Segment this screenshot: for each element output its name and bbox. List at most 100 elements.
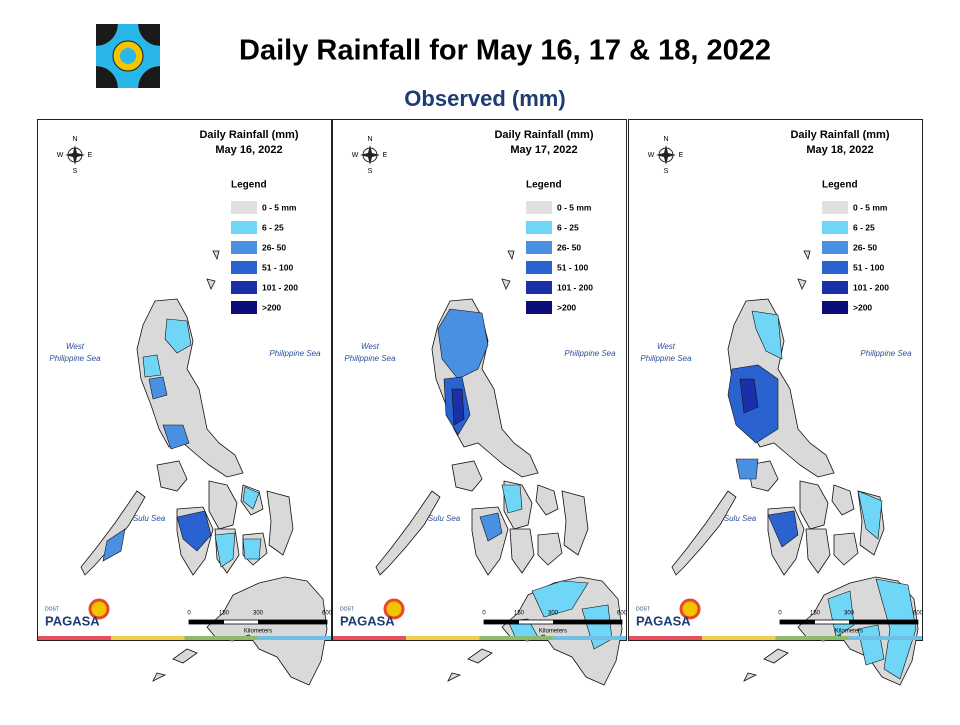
island bbox=[833, 532, 859, 566]
footer-stripe bbox=[479, 636, 553, 640]
rainfall-area bbox=[531, 580, 589, 618]
island bbox=[797, 278, 807, 290]
scale-label: 150 bbox=[810, 611, 821, 617]
panel-title: Daily Rainfall (mm) bbox=[790, 129, 889, 141]
compass-star bbox=[65, 145, 85, 165]
rainfall-area bbox=[501, 484, 523, 514]
island bbox=[671, 490, 737, 576]
rainfall-area bbox=[142, 354, 162, 378]
compass-e: E bbox=[383, 152, 388, 159]
rainfall-area bbox=[164, 318, 192, 354]
islands bbox=[375, 250, 623, 686]
logo-agency: DOST bbox=[45, 606, 59, 612]
island bbox=[509, 528, 535, 574]
logo bbox=[96, 24, 160, 88]
legend-label: 0 - 5 mm bbox=[853, 202, 888, 212]
footer-stripe bbox=[257, 636, 331, 640]
scale-bar-fill bbox=[553, 620, 622, 624]
panel-date: May 16, 2022 bbox=[215, 144, 282, 156]
compass-star bbox=[360, 145, 380, 165]
page-subtitle: Observed (mm) bbox=[404, 86, 565, 111]
legend-title: Legend bbox=[526, 180, 562, 191]
compass-w: W bbox=[352, 152, 359, 159]
page-title: Daily Rainfall for May 16, 17 & 18, 2022 bbox=[239, 35, 771, 67]
island bbox=[507, 250, 515, 261]
logo-seal-center bbox=[120, 48, 136, 64]
footer-stripe bbox=[111, 636, 185, 640]
rainfall-area bbox=[102, 528, 126, 562]
panel-title: Daily Rainfall (mm) bbox=[494, 129, 593, 141]
legend-swatch bbox=[822, 221, 848, 234]
scale-label: 300 bbox=[844, 611, 855, 617]
legend-swatch bbox=[822, 241, 848, 254]
island bbox=[206, 278, 216, 290]
compass-e: E bbox=[679, 152, 684, 159]
logo-emblem bbox=[679, 598, 701, 620]
footer-stripe bbox=[552, 636, 626, 640]
scale-label: 150 bbox=[514, 611, 525, 617]
legend-label: 51 - 100 bbox=[557, 262, 588, 272]
compass-n: N bbox=[367, 136, 372, 143]
compass-w: W bbox=[57, 152, 64, 159]
island bbox=[763, 648, 789, 664]
compass-n: N bbox=[663, 136, 668, 143]
island bbox=[535, 484, 559, 516]
legend-label: 0 - 5 mm bbox=[262, 202, 297, 212]
island bbox=[206, 576, 328, 686]
island bbox=[172, 648, 198, 664]
island bbox=[467, 648, 493, 664]
island bbox=[805, 528, 831, 574]
sea-label: Philippine Sea bbox=[564, 349, 616, 358]
footer-stripe bbox=[333, 636, 407, 640]
legend-swatch bbox=[526, 281, 552, 294]
legend-label: 6 - 25 bbox=[262, 222, 284, 232]
island bbox=[266, 490, 294, 556]
scale-label: 300 bbox=[253, 611, 264, 617]
rainfall-area bbox=[739, 378, 759, 414]
island bbox=[743, 672, 758, 682]
rainfall-area bbox=[451, 388, 465, 426]
rainfall-area bbox=[437, 308, 489, 380]
sea-label: Sulu Sea bbox=[133, 514, 166, 523]
scale-label: 150 bbox=[219, 611, 230, 617]
panel-date: May 17, 2022 bbox=[510, 144, 577, 156]
island bbox=[537, 532, 563, 566]
sea-label: West bbox=[361, 342, 380, 351]
legend-label: >200 bbox=[853, 302, 872, 312]
compass-s: S bbox=[664, 168, 669, 175]
scale-unit: Kilometers bbox=[539, 629, 567, 635]
legend-swatch bbox=[231, 261, 257, 274]
logo-corner bbox=[138, 24, 160, 46]
island bbox=[447, 672, 462, 682]
island bbox=[208, 480, 238, 530]
island bbox=[156, 460, 188, 492]
logo-corner bbox=[96, 66, 118, 88]
legend-swatch bbox=[231, 301, 257, 314]
island bbox=[501, 278, 511, 290]
footer-stripe bbox=[38, 636, 112, 640]
compass-e: E bbox=[88, 152, 93, 159]
logo-corner bbox=[96, 24, 118, 46]
logo-agency: DOST bbox=[636, 606, 650, 612]
islands bbox=[671, 250, 919, 686]
scale-bar-fill bbox=[258, 620, 327, 624]
scale-bar-fill bbox=[849, 620, 918, 624]
sea-label: Sulu Sea bbox=[724, 514, 757, 523]
map-panel: N S E W Daily Rainfall (mm) May 17, 2022 Legen… bbox=[332, 119, 628, 686]
legend-swatch bbox=[822, 301, 848, 314]
logo-name: PAGASA bbox=[340, 613, 395, 628]
sea-label: Philippine Sea bbox=[344, 354, 396, 363]
rainfall-area bbox=[875, 578, 917, 680]
island bbox=[152, 672, 167, 682]
map-panel: N S E W Daily Rainfall (mm) May 16, 2022 Legen… bbox=[37, 119, 333, 686]
compass: N S E W bbox=[648, 136, 684, 175]
scale-label: 0 bbox=[778, 611, 782, 617]
footer-stripe bbox=[629, 636, 703, 640]
logo-name: PAGASA bbox=[636, 613, 691, 628]
sea-label: Philippine Sea bbox=[49, 354, 101, 363]
island bbox=[80, 490, 146, 576]
legend-label: 6 - 25 bbox=[853, 222, 875, 232]
legend-label: 51 - 100 bbox=[853, 262, 884, 272]
sea-label: Sulu Sea bbox=[428, 514, 461, 523]
